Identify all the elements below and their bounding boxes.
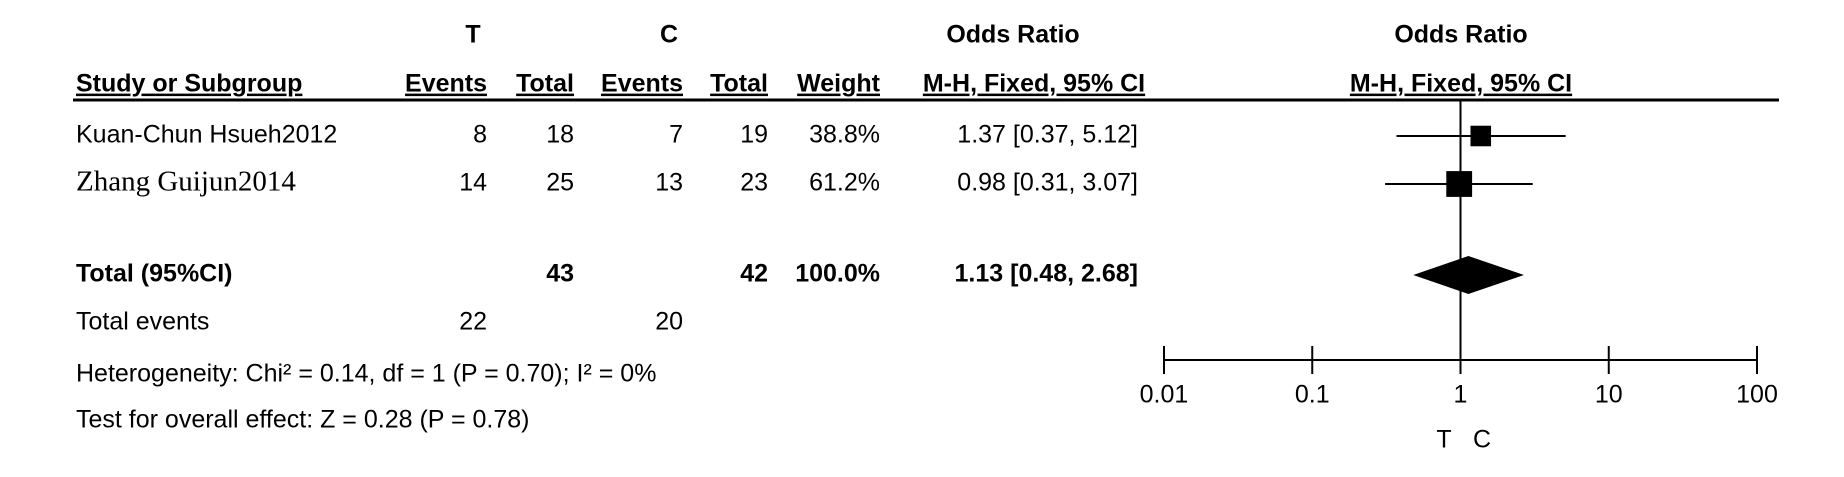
cell: 23	[740, 169, 768, 197]
cell: 1.37 [0.37, 5.12]	[957, 121, 1138, 149]
total-events-label: Total events	[76, 308, 209, 336]
x-tick-label: 0.01	[1140, 381, 1189, 409]
group-header: C	[660, 21, 678, 49]
cell: 61.2%	[809, 169, 880, 197]
cell: 25	[546, 169, 574, 197]
cell: 0.98 [0.31, 3.07]	[957, 169, 1138, 197]
column-header: Total	[516, 70, 574, 98]
cell: 8	[473, 121, 487, 149]
total-events: 20	[655, 308, 683, 336]
total-cell: 100.0%	[795, 260, 880, 288]
total-events: 22	[459, 308, 487, 336]
total-diamond	[1413, 256, 1524, 294]
plot-method: M-H, Fixed, 95% CI	[1350, 70, 1572, 98]
cell: 18	[546, 121, 574, 149]
study-square	[1446, 171, 1473, 197]
study-square	[1470, 125, 1492, 147]
study-name: Kuan-Chun Hsueh2012	[76, 121, 337, 149]
x-tick-label: 1	[1454, 381, 1468, 409]
favours-label: T	[1436, 426, 1451, 454]
cell: 19	[740, 121, 768, 149]
study-name: Zhang Guijun2014	[76, 166, 296, 198]
overall-effect: Test for overall effect: Z = 0.28 (P = 0…	[76, 406, 529, 434]
column-header: Total	[710, 70, 768, 98]
plot-title: Odds Ratio	[1394, 21, 1527, 49]
cell: 7	[669, 121, 683, 149]
column-header: Events	[405, 70, 487, 98]
x-tick-label: 0.1	[1295, 381, 1330, 409]
total-cell: 1.13 [0.48, 2.68]	[955, 260, 1138, 288]
total-cell: 42	[740, 260, 768, 288]
column-header: Events	[601, 70, 683, 98]
total-cell: 43	[546, 260, 574, 288]
column-header: Weight	[797, 70, 881, 98]
heterogeneity: Heterogeneity: Chi² = 0.14, df = 1 (P = …	[76, 360, 656, 388]
column-header: Study or Subgroup	[76, 70, 302, 98]
column-header: M-H, Fixed, 95% CI	[923, 70, 1145, 98]
cell: 38.8%	[809, 121, 880, 149]
x-tick-label: 100	[1736, 381, 1778, 409]
column-header: Odds Ratio	[946, 21, 1079, 49]
cell: 14	[459, 169, 487, 197]
cell: 13	[655, 169, 683, 197]
favours-label: C	[1473, 426, 1491, 454]
group-header: T	[465, 21, 480, 49]
x-tick-label: 10	[1595, 381, 1623, 409]
total-name: Total (95%CI)	[76, 260, 233, 288]
